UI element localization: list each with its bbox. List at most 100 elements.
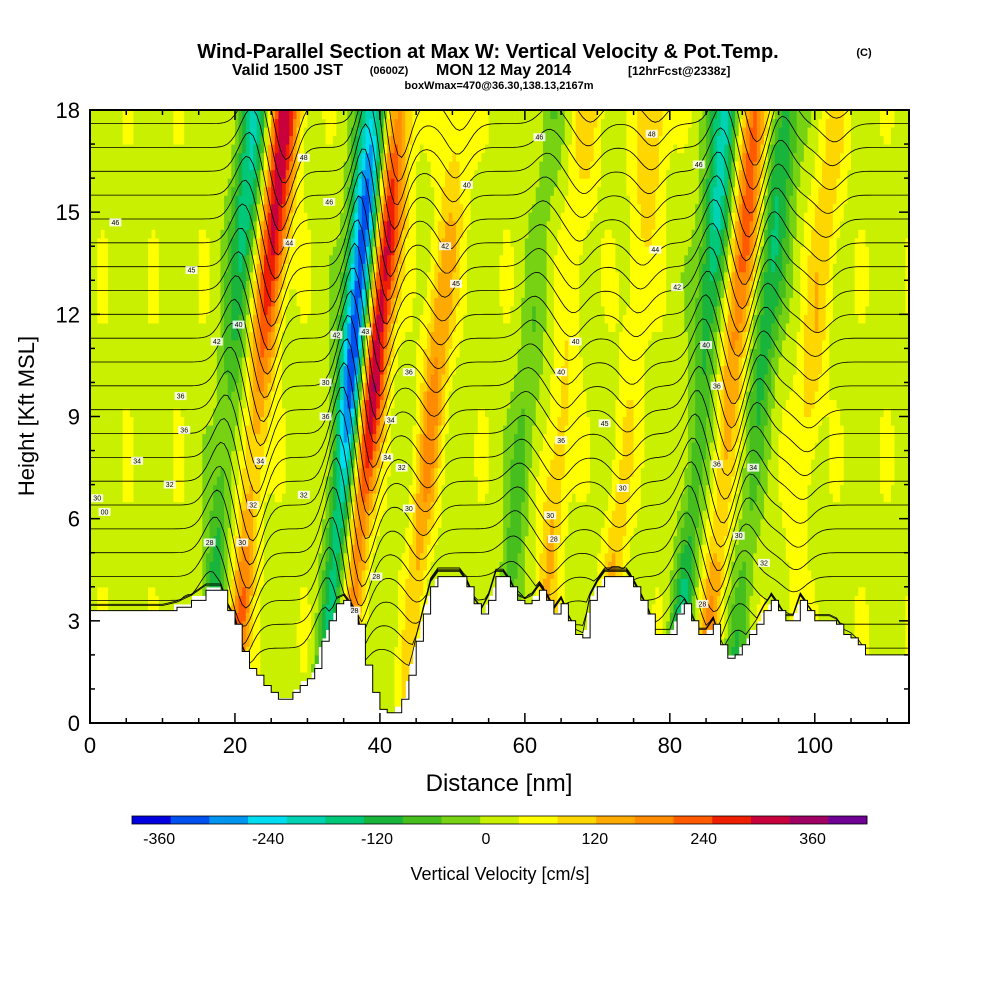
w-cell (184, 203, 189, 213)
w-cell (151, 246, 156, 256)
w-cell (369, 518, 374, 528)
w-cell (166, 144, 171, 154)
w-cell (90, 220, 95, 230)
w-cell (100, 459, 106, 469)
w-cell (267, 637, 272, 647)
w-cell (137, 161, 142, 171)
w-cell (311, 237, 316, 247)
w-cell (118, 229, 124, 239)
w-cell (151, 569, 156, 579)
w-cell (108, 127, 113, 137)
w-cell (376, 246, 381, 256)
w-cell (365, 246, 370, 256)
w-cell (271, 586, 276, 596)
w-cell (118, 595, 124, 605)
w-cell (126, 305, 131, 315)
w-cell (379, 382, 385, 392)
w-cell (372, 433, 377, 443)
w-cell (289, 425, 294, 435)
w-cell (227, 288, 232, 298)
w-cell (372, 399, 377, 409)
w-cell (126, 203, 131, 213)
w-cell (343, 322, 348, 332)
w-cell (126, 425, 131, 435)
w-cell (256, 246, 261, 256)
w-cell (253, 110, 258, 120)
w-cell (292, 399, 298, 409)
w-cell (213, 433, 218, 443)
w-cell (303, 237, 309, 247)
w-cell (133, 365, 138, 375)
w-cell (180, 348, 185, 358)
w-cell (122, 254, 127, 264)
w-cell (100, 407, 106, 418)
w-cell (278, 416, 283, 426)
w-cell (289, 373, 294, 384)
w-cell (144, 544, 149, 554)
w-cell (126, 288, 131, 298)
w-cell (151, 416, 156, 426)
w-cell (311, 399, 316, 409)
w-cell (307, 271, 312, 281)
w-cell (155, 254, 160, 264)
w-cell (267, 450, 272, 460)
w-cell (220, 459, 225, 469)
w-cell (137, 212, 142, 222)
w-cell (307, 280, 312, 290)
w-cell (111, 527, 116, 537)
w-cell (100, 578, 106, 588)
w-cell (100, 169, 106, 179)
w-cell (166, 356, 171, 367)
w-cell (173, 161, 178, 171)
w-cell (242, 603, 247, 613)
w-cell (292, 407, 298, 418)
w-cell (191, 144, 196, 154)
w-cell (274, 237, 280, 247)
w-cell (365, 186, 370, 196)
w-cell (191, 118, 196, 128)
w-cell (376, 195, 381, 205)
w-cell (195, 203, 200, 213)
w-cell (173, 348, 178, 358)
w-cell (278, 186, 283, 196)
w-cell (260, 612, 265, 622)
w-cell (376, 169, 381, 179)
w-cell (365, 288, 370, 298)
w-cell (108, 578, 113, 588)
w-cell (253, 118, 258, 128)
w-cell (376, 476, 381, 486)
w-cell (118, 178, 124, 188)
w-cell (184, 382, 189, 392)
w-cell (147, 450, 153, 460)
w-cell (213, 169, 218, 179)
w-cell (282, 297, 287, 307)
w-cell (307, 433, 312, 443)
w-cell (162, 127, 167, 137)
w-cell (108, 527, 113, 537)
w-cell (343, 484, 348, 494)
w-cell (253, 637, 258, 647)
w-cell (187, 178, 193, 188)
w-cell (162, 535, 167, 545)
w-cell (231, 518, 236, 528)
w-cell (231, 169, 236, 179)
w-cell (289, 603, 294, 613)
w-cell (361, 314, 367, 324)
w-cell (191, 552, 196, 562)
w-cell (216, 356, 222, 367)
w-cell (379, 629, 385, 639)
w-cell (379, 254, 385, 264)
w-cell (361, 161, 367, 171)
w-cell (220, 365, 225, 375)
w-cell (256, 493, 261, 503)
w-cell (195, 348, 200, 358)
w-cell (260, 246, 265, 256)
w-cell (263, 322, 269, 332)
w-cell (216, 561, 222, 571)
w-cell (263, 586, 269, 596)
w-cell (365, 373, 370, 384)
w-cell (108, 433, 113, 443)
w-cell (303, 322, 309, 332)
w-cell (311, 390, 316, 401)
w-cell (147, 195, 153, 205)
